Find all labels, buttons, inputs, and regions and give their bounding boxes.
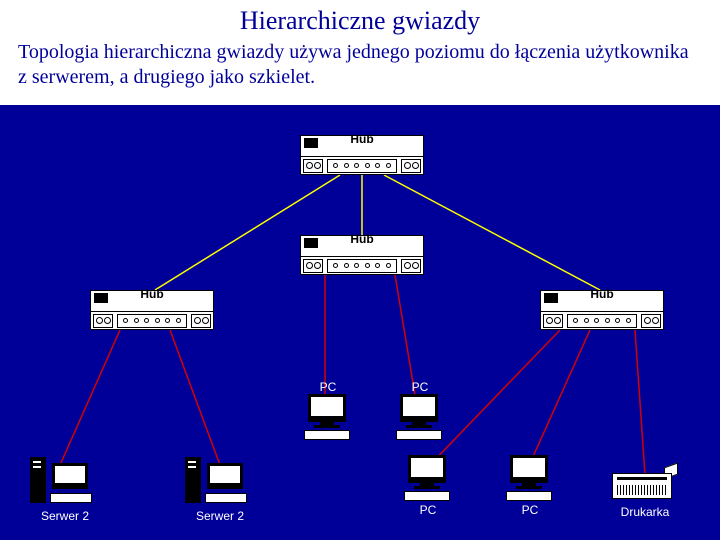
subtitle-text: Topologia hierarchiczna gwiazdy używa je… [18, 41, 689, 88]
hub-indicator-icon [94, 293, 108, 303]
server-icon [185, 455, 255, 509]
hub-port-group-icon [401, 259, 421, 273]
hub-indicator-icon [304, 238, 318, 248]
hub-left: Hub [90, 290, 214, 330]
hub-label: Hub [541, 287, 663, 301]
hub-port-group-icon [401, 159, 421, 173]
hub-label: Hub [301, 232, 423, 246]
device-label: PC [500, 503, 560, 517]
computer-icon [500, 455, 560, 503]
hub-top: Hub [300, 135, 424, 175]
device-pc4: PC [500, 455, 560, 517]
device-label: Drukarka [612, 505, 678, 519]
hub-indicator-icon [544, 293, 558, 303]
device-pc3: PC [398, 455, 458, 517]
hub-label: Hub [301, 132, 423, 146]
computer-icon [398, 455, 458, 503]
hub-port-group-icon [543, 314, 563, 328]
device-label: PC [390, 380, 450, 394]
hub-front-panel [301, 256, 423, 274]
device-label: PC [298, 380, 358, 394]
device-server1: Serwer 2 [30, 455, 100, 523]
hub-label: Hub [91, 287, 213, 301]
hub-mid: Hub [300, 235, 424, 275]
hub-right: Hub [540, 290, 664, 330]
device-label: PC [398, 503, 458, 517]
device-pc1: PC [298, 380, 358, 442]
page-subtitle: Topologia hierarchiczna gwiazdy używa je… [18, 40, 702, 90]
hub-front-panel [301, 156, 423, 174]
title-text: Hierarchiczne gwiazdy [240, 6, 480, 35]
hub-ports-icon [117, 314, 187, 328]
hub-port-group-icon [303, 259, 323, 273]
device-printer: Drukarka [612, 465, 678, 519]
diagram-canvas: Hub Hub Hub Hub Serwer 2 Serwer 2 PC PC PC PC Druk… [0, 105, 720, 540]
computer-icon [390, 394, 450, 442]
hub-ports-icon [327, 259, 397, 273]
device-label: Serwer 2 [30, 509, 100, 523]
server-icon [30, 455, 100, 509]
hub-port-group-icon [641, 314, 661, 328]
hub-ports-icon [567, 314, 637, 328]
hub-port-group-icon [191, 314, 211, 328]
hub-port-group-icon [93, 314, 113, 328]
device-label: Serwer 2 [185, 509, 255, 523]
hub-front-panel [91, 311, 213, 329]
device-server2: Serwer 2 [185, 455, 255, 523]
printer-icon [612, 465, 678, 505]
hub-ports-icon [327, 159, 397, 173]
page-title: Hierarchiczne gwiazdy [0, 6, 720, 36]
computer-icon [298, 394, 358, 442]
hub-port-group-icon [303, 159, 323, 173]
hub-indicator-icon [304, 138, 318, 148]
device-pc2: PC [390, 380, 450, 442]
hub-front-panel [541, 311, 663, 329]
